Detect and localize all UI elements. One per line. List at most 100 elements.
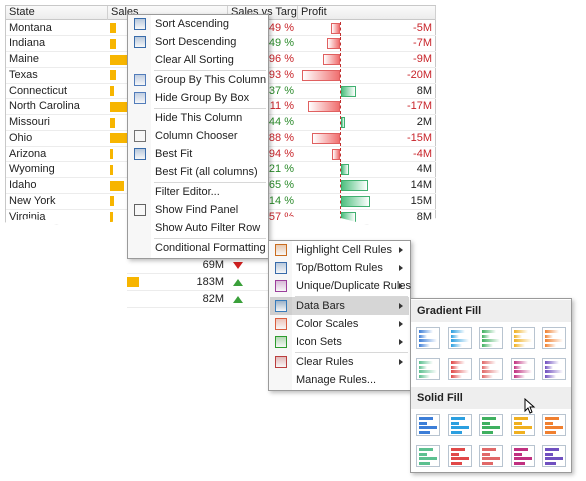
menu-item-label[interactable]: Clear All Sorting [155, 54, 234, 66]
data-bar-style[interactable] [542, 327, 566, 349]
bar-preview [450, 417, 465, 420]
menu-item[interactable]: Conditional Formatting [129, 239, 267, 257]
menu-item[interactable]: Hide This Column [129, 109, 267, 127]
profit-axis [340, 210, 341, 225]
menu-item[interactable]: Show Auto Filter Row [129, 219, 267, 237]
menu-icon [134, 148, 146, 160]
bar-preview [419, 334, 427, 338]
data-bar-style[interactable] [447, 358, 472, 380]
menu-item[interactable]: Column Chooser [129, 127, 267, 145]
bar-preview [450, 365, 459, 369]
data-bar-style[interactable] [416, 327, 440, 349]
column-header[interactable]: State [6, 6, 108, 20]
column-header[interactable]: Profit [298, 6, 436, 20]
data-bar-style[interactable] [479, 414, 503, 436]
bar-preview [419, 421, 427, 425]
menu-item[interactable]: Hide Group By Box [129, 89, 267, 107]
menu-item-label[interactable]: Clear Rules [296, 356, 354, 368]
menu-item[interactable]: Sort Ascending [129, 15, 267, 33]
profit-data-bar [311, 132, 340, 144]
menu-item-label[interactable]: Sort Descending [155, 36, 237, 48]
state-cell: Virginia [9, 210, 46, 223]
menu-item[interactable]: Clear Rules [270, 353, 409, 371]
sales-data-bar [110, 196, 114, 207]
data-bar-style[interactable] [510, 445, 535, 467]
data-bar-style[interactable] [447, 414, 472, 436]
bar-preview [513, 461, 525, 465]
menu-item-label[interactable]: Group By This Column [155, 74, 267, 86]
menu-item[interactable]: Top/Bottom Rules [270, 259, 409, 277]
bar-preview [482, 452, 490, 456]
bar-preview [419, 461, 430, 465]
data-bar-style[interactable] [416, 358, 440, 380]
menu-item-label[interactable]: Unique/Duplicate Rules [296, 280, 411, 292]
bar-preview [450, 461, 462, 465]
menu-item[interactable]: Group By This Column [129, 71, 267, 89]
bar-preview [513, 448, 528, 451]
menu-item[interactable]: Best Fit [129, 145, 267, 163]
menu-item[interactable]: Clear All Sorting [129, 51, 267, 69]
menu-item-label[interactable]: Show Auto Filter Row [155, 222, 261, 234]
state-cell: Wyoming [9, 163, 55, 176]
data-bar-style[interactable] [510, 327, 535, 349]
menu-item-label[interactable]: Column Chooser [155, 130, 238, 142]
data-bar-style[interactable] [510, 358, 535, 380]
submenu-arrow [399, 303, 403, 309]
data-bar-style[interactable] [416, 445, 440, 467]
menu-item[interactable]: Icon Sets [270, 333, 409, 351]
data-bar-style[interactable] [416, 414, 440, 436]
data-bar-style[interactable] [542, 445, 566, 467]
profit-axis [340, 21, 341, 36]
bar-preview [513, 430, 525, 434]
menu-item[interactable]: Highlight Cell Rules [270, 241, 409, 259]
menu-item-label[interactable]: Conditional Formatting [155, 242, 266, 254]
menu-item[interactable]: Color Scales [270, 315, 409, 333]
bar-preview [513, 343, 525, 347]
menu-item[interactable]: Unique/Duplicate Rules [270, 277, 411, 295]
profit-data-bar [341, 85, 357, 97]
data-bar-style[interactable] [479, 358, 503, 380]
bar-preview [482, 417, 496, 420]
data-bar-style[interactable] [510, 414, 535, 436]
menu-icon [275, 336, 287, 348]
menu-item-label[interactable]: Icon Sets [296, 336, 342, 348]
bar-preview [419, 343, 430, 347]
menu-item[interactable]: Filter Editor... [129, 183, 267, 201]
menu-item-label[interactable]: Data Bars [296, 300, 345, 312]
menu-item-label[interactable]: Filter Editor... [155, 186, 220, 198]
menu-item-label[interactable]: Manage Rules... [296, 374, 377, 386]
menu-item-label[interactable]: Color Scales [296, 318, 359, 330]
bar-preview [450, 361, 465, 364]
data-bar-style[interactable] [542, 414, 566, 436]
menu-item[interactable]: Data Bars [270, 297, 409, 315]
menu-item-label[interactable]: Hide Group By Box [155, 92, 250, 104]
menu-item[interactable]: Manage Rules... [270, 371, 409, 389]
bar-preview [545, 370, 563, 373]
bar-preview [482, 374, 493, 378]
menu-icon [275, 280, 287, 292]
menu-icon [275, 300, 287, 312]
menu-item-label[interactable]: Best Fit (all columns) [155, 166, 258, 178]
menu-item-label[interactable]: Show Find Panel [155, 204, 239, 216]
menu-item-label[interactable]: Sort Ascending [155, 18, 229, 30]
profit-cell: -17M [406, 100, 432, 113]
menu-item-label[interactable]: Highlight Cell Rules [296, 244, 392, 256]
menu-item-label[interactable]: Best Fit [155, 148, 193, 160]
bar-preview [545, 417, 559, 420]
data-bar-style[interactable] [447, 327, 472, 349]
data-bar-style[interactable] [479, 445, 503, 467]
state-cell: Montana [9, 21, 52, 34]
data-bar-style[interactable] [479, 327, 503, 349]
menu-item-label[interactable]: Hide This Column [155, 112, 243, 124]
data-bar-style[interactable] [542, 358, 566, 380]
state-cell: Indiana [9, 37, 46, 50]
profit-data-bar [326, 38, 340, 50]
profit-data-bar [341, 180, 368, 191]
menu-item[interactable]: Best Fit (all columns) [129, 163, 267, 181]
mouse-cursor [524, 398, 536, 414]
menu-item-label[interactable]: Top/Bottom Rules [296, 262, 383, 274]
data-bar-style[interactable] [447, 445, 472, 467]
sales-data-bar [110, 180, 124, 191]
menu-item[interactable]: Sort Descending [129, 33, 267, 51]
menu-item[interactable]: Show Find Panel [129, 201, 267, 219]
